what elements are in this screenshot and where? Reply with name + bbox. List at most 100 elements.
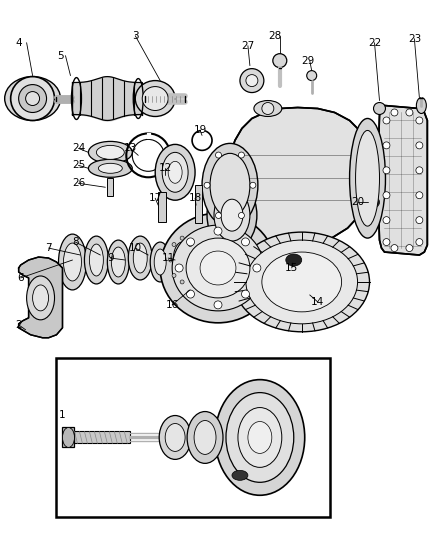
Ellipse shape: [165, 424, 185, 451]
Text: 1: 1: [59, 409, 66, 419]
Bar: [147, 133, 151, 140]
Text: 22: 22: [368, 38, 381, 48]
Circle shape: [11, 77, 54, 120]
Text: 10: 10: [129, 243, 142, 253]
Circle shape: [214, 227, 222, 235]
Circle shape: [169, 258, 173, 262]
Circle shape: [25, 92, 39, 106]
Circle shape: [241, 290, 250, 298]
Circle shape: [416, 167, 423, 174]
Circle shape: [172, 273, 176, 278]
Text: 8: 8: [72, 237, 79, 247]
Circle shape: [204, 182, 210, 188]
Ellipse shape: [248, 422, 272, 454]
Ellipse shape: [150, 242, 170, 282]
Circle shape: [187, 290, 194, 298]
Polygon shape: [222, 108, 371, 248]
Bar: [72, 432, 130, 443]
Ellipse shape: [160, 213, 276, 323]
Ellipse shape: [417, 98, 426, 114]
Ellipse shape: [88, 159, 132, 177]
Ellipse shape: [234, 232, 370, 332]
Ellipse shape: [128, 236, 152, 280]
Text: 18: 18: [188, 193, 202, 203]
Ellipse shape: [187, 411, 223, 463]
Ellipse shape: [64, 243, 81, 281]
Bar: [195, 185, 202, 223]
Circle shape: [391, 109, 398, 116]
Text: 2: 2: [15, 320, 22, 330]
Circle shape: [214, 301, 222, 309]
Circle shape: [292, 242, 304, 254]
Circle shape: [246, 75, 258, 86]
Text: 6: 6: [18, 273, 24, 283]
Circle shape: [416, 192, 423, 199]
Bar: [56, 358, 330, 517]
Bar: [107, 178, 113, 196]
Circle shape: [180, 280, 184, 284]
Circle shape: [238, 213, 244, 219]
Text: 27: 27: [241, 41, 254, 51]
Ellipse shape: [168, 234, 196, 286]
Circle shape: [250, 182, 256, 188]
Text: 13: 13: [124, 143, 137, 154]
Text: 5: 5: [57, 51, 64, 61]
Ellipse shape: [286, 254, 302, 266]
Circle shape: [175, 264, 183, 272]
Circle shape: [383, 239, 390, 246]
Circle shape: [406, 109, 413, 116]
Ellipse shape: [226, 393, 294, 482]
Ellipse shape: [350, 118, 385, 238]
Circle shape: [191, 258, 196, 262]
Circle shape: [273, 54, 287, 68]
Text: 28: 28: [268, 31, 282, 41]
Circle shape: [238, 152, 244, 158]
Ellipse shape: [232, 470, 248, 480]
Circle shape: [241, 238, 250, 246]
Polygon shape: [19, 257, 63, 338]
Ellipse shape: [89, 244, 103, 276]
Ellipse shape: [254, 101, 282, 117]
Circle shape: [383, 167, 390, 174]
Text: 4: 4: [15, 38, 22, 48]
Ellipse shape: [96, 146, 124, 159]
Ellipse shape: [210, 154, 250, 217]
Ellipse shape: [154, 249, 166, 275]
Text: 15: 15: [285, 263, 298, 273]
Ellipse shape: [360, 195, 379, 209]
Circle shape: [253, 264, 261, 272]
Ellipse shape: [162, 152, 188, 192]
Ellipse shape: [356, 131, 379, 226]
Ellipse shape: [246, 240, 357, 324]
Text: 24: 24: [72, 143, 85, 154]
Ellipse shape: [99, 163, 122, 173]
Ellipse shape: [159, 416, 191, 459]
Ellipse shape: [215, 379, 305, 495]
Circle shape: [215, 213, 222, 219]
Circle shape: [240, 69, 264, 93]
Text: 25: 25: [72, 160, 85, 171]
Bar: [158, 192, 166, 222]
Text: 23: 23: [408, 34, 421, 44]
Circle shape: [383, 216, 390, 224]
Ellipse shape: [142, 86, 168, 110]
Text: 12: 12: [159, 163, 172, 173]
Ellipse shape: [221, 199, 243, 231]
Ellipse shape: [27, 276, 54, 320]
Ellipse shape: [172, 225, 264, 311]
Ellipse shape: [202, 143, 258, 227]
Ellipse shape: [238, 408, 282, 467]
Polygon shape: [378, 106, 427, 255]
Ellipse shape: [32, 285, 49, 311]
Ellipse shape: [194, 421, 216, 455]
Circle shape: [374, 102, 385, 115]
Bar: [63, 427, 74, 447]
Circle shape: [383, 192, 390, 199]
Text: 26: 26: [72, 178, 85, 188]
Ellipse shape: [155, 144, 195, 200]
Circle shape: [307, 71, 317, 80]
Text: 7: 7: [45, 243, 52, 253]
Text: 17: 17: [148, 193, 162, 203]
Text: 19: 19: [194, 125, 207, 135]
Circle shape: [188, 273, 192, 278]
